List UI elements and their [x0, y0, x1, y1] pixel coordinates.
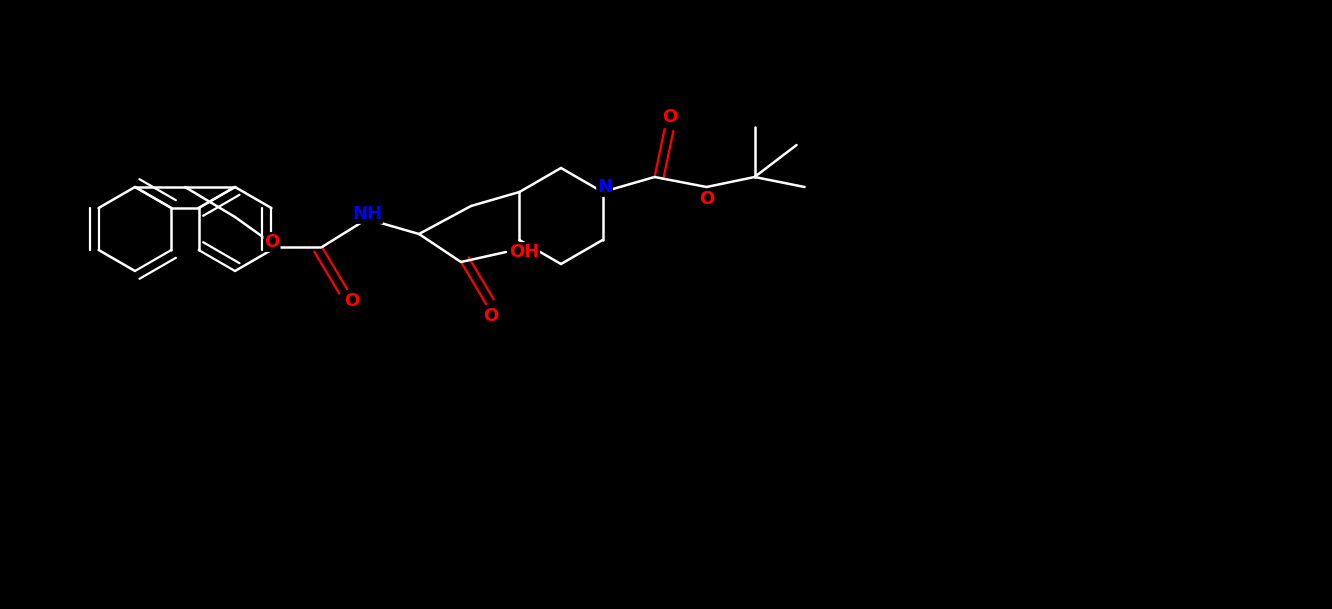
- Text: O: O: [699, 190, 714, 208]
- Text: O: O: [264, 233, 280, 251]
- Text: NH: NH: [352, 205, 382, 223]
- Text: OH: OH: [509, 243, 539, 261]
- Text: O: O: [345, 292, 360, 310]
- Text: O: O: [484, 307, 498, 325]
- Text: N: N: [597, 178, 613, 196]
- Text: O: O: [662, 108, 677, 126]
